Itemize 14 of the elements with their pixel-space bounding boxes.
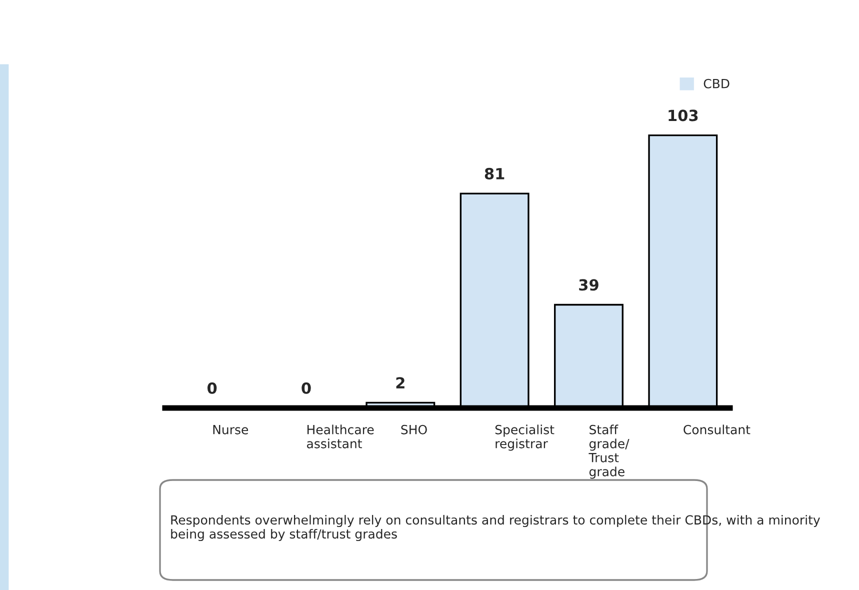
data-label: 0 [208, 382, 217, 394]
x-tick-label: Specialist registrar [495, 424, 554, 451]
data-label: 81 [484, 168, 504, 180]
x-tick-label: SHO [401, 424, 427, 434]
x-tick-label: Staff grade/ Trust grade [588, 424, 630, 479]
x-tick-label: Healthcare assistant [307, 424, 374, 448]
x-tick-label: Nurse [213, 425, 248, 434]
data-label: 39 [579, 279, 598, 291]
legend-label: CBD [704, 78, 730, 88]
x-tick-label: Consultant [684, 424, 750, 434]
text: Respondents overwhelmingly rely on consultants and registrars to complete their CBDs, with a minority being assessed by staff/trust grades [171, 514, 820, 542]
data-label: 0 [302, 382, 311, 394]
data-label: 103 [668, 110, 698, 122]
data-label: 2 [396, 377, 404, 388]
